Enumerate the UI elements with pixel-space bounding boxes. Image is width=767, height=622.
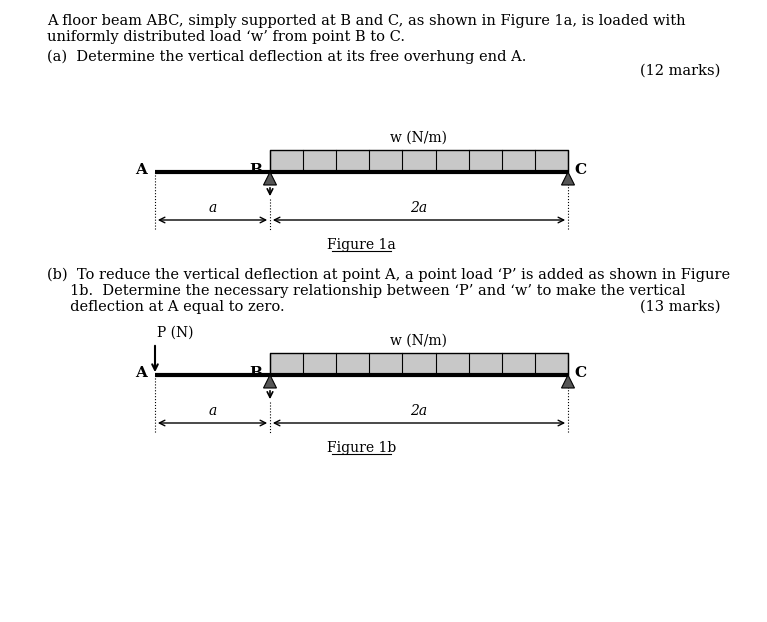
Text: Figure 1b: Figure 1b bbox=[327, 441, 396, 455]
Text: a: a bbox=[209, 404, 216, 418]
Polygon shape bbox=[561, 375, 574, 388]
Text: w (N/m): w (N/m) bbox=[390, 334, 447, 348]
Text: 2a: 2a bbox=[410, 201, 427, 215]
Text: C: C bbox=[574, 366, 586, 380]
Text: (13 marks): (13 marks) bbox=[640, 300, 720, 314]
Text: 1b.  Determine the necessary relationship between ‘P’ and ‘w’ to make the vertic: 1b. Determine the necessary relationship… bbox=[47, 284, 686, 298]
Polygon shape bbox=[264, 375, 276, 388]
Polygon shape bbox=[561, 172, 574, 185]
Text: P (N): P (N) bbox=[157, 326, 193, 340]
Text: A: A bbox=[135, 163, 147, 177]
Bar bbox=[270, 353, 568, 375]
Text: (a)  Determine the vertical deflection at its free overhung end A.: (a) Determine the vertical deflection at… bbox=[47, 50, 526, 65]
Text: A: A bbox=[135, 366, 147, 380]
Text: Figure 1a: Figure 1a bbox=[327, 238, 396, 252]
Text: C: C bbox=[574, 163, 586, 177]
Text: 2a: 2a bbox=[410, 404, 427, 418]
Text: a: a bbox=[209, 201, 216, 215]
Text: B: B bbox=[249, 163, 262, 177]
Text: (12 marks): (12 marks) bbox=[640, 64, 720, 78]
Polygon shape bbox=[264, 172, 276, 185]
Text: w (N/m): w (N/m) bbox=[390, 131, 447, 145]
Bar bbox=[270, 150, 568, 172]
Text: uniformly distributed load ‘w’ from point B to C.: uniformly distributed load ‘w’ from poin… bbox=[47, 30, 405, 44]
Text: (b)  To reduce the vertical deflection at point A, a point load ‘P’ is added as : (b) To reduce the vertical deflection at… bbox=[47, 268, 730, 282]
Text: deflection at A equal to zero.: deflection at A equal to zero. bbox=[47, 300, 285, 314]
Text: A floor beam ABC, simply supported at B and C, as shown in Figure 1a, is loaded : A floor beam ABC, simply supported at B … bbox=[47, 14, 686, 28]
Text: B: B bbox=[249, 366, 262, 380]
